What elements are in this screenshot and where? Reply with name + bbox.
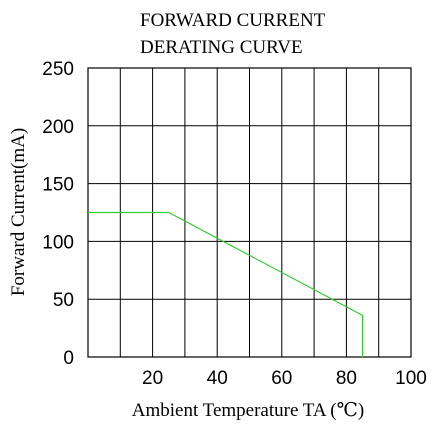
series-line-0 [88, 211, 364, 357]
x-tick-label: 20 [142, 368, 163, 389]
x-axis-label: Ambient Temperature TA (℃) [132, 400, 364, 421]
x-tick-label: 40 [207, 368, 228, 389]
y-tick-label: 50 [53, 290, 74, 311]
y-tick-label: 100 [42, 232, 74, 253]
x-tick-label: 100 [395, 368, 427, 389]
chart-title-line-2: DERATING CURVE [140, 37, 303, 58]
y-tick-label: 0 [63, 348, 74, 369]
y-tick-label: 250 [42, 59, 74, 80]
y-tick-label: 200 [42, 117, 74, 138]
y-axis-label: Forward Current(mA) [8, 128, 29, 296]
x-tick-label: 60 [271, 368, 292, 389]
x-axis-ticks: 20 40 60 80 100 [142, 368, 427, 389]
y-tick-label: 150 [42, 175, 74, 196]
y-axis-ticks: 0 50 100 150 200 250 [42, 59, 74, 369]
x-tick-label: 80 [336, 368, 357, 389]
chart-title-line-1: FORWARD CURRENT [140, 10, 326, 31]
chart-series [88, 211, 364, 357]
